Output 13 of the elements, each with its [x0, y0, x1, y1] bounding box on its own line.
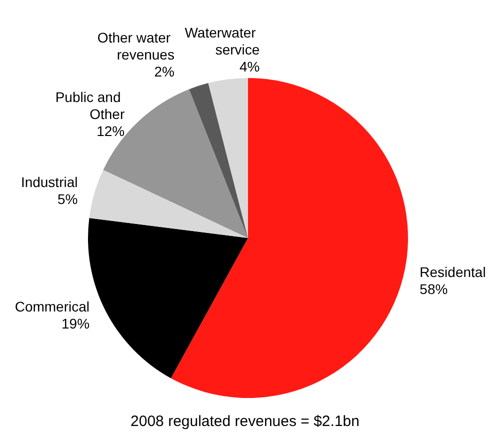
- data-label: 4%: [239, 58, 260, 74]
- data-label: 5%: [58, 191, 78, 208]
- slice-label: Residental: [420, 264, 486, 280]
- slice-label: Commerical: [14, 298, 90, 315]
- slice-label: Waterwater service: [184, 24, 260, 58]
- data-label: 19%: [62, 316, 90, 332]
- slice-label: Public and Other: [55, 89, 125, 122]
- data-label: 12%: [96, 123, 125, 140]
- slice-label: Other water revenues: [97, 29, 174, 62]
- slice-label: Industrial: [20, 174, 78, 190]
- data-label: 2%: [154, 63, 174, 80]
- data-label: 58%: [420, 280, 448, 297]
- text: 2008 regulated revenues = $2.1bn: [130, 413, 360, 430]
